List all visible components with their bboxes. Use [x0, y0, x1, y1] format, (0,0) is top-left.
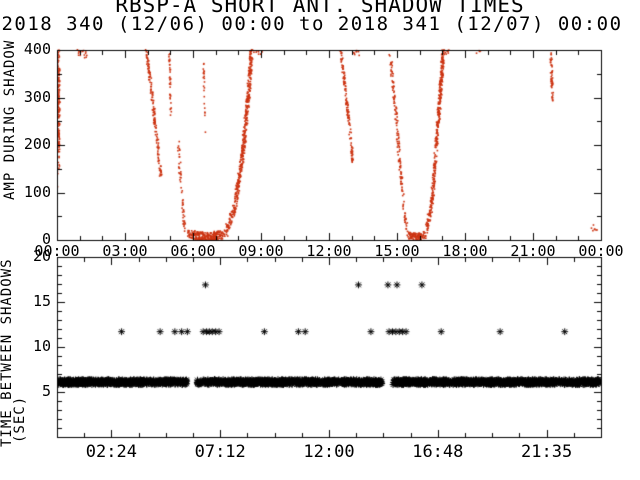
x-tick-label: 00:00 [578, 242, 624, 260]
y-tick-label: 100 [23, 182, 51, 201]
y-tick-label: 400 [23, 40, 51, 58]
top-y-axis-label: AMP DURING SHADOW [2, 39, 18, 200]
y-tick-label: 10 [32, 337, 51, 355]
x-tick-label: 03:00 [102, 242, 148, 260]
y-tick-label: 5 [41, 382, 51, 400]
x-tick-label: 07:12 [194, 442, 246, 462]
x-tick-label: 15:00 [374, 242, 420, 260]
x-tick-label: 06:00 [170, 242, 216, 260]
x-tick-label: 21:00 [510, 242, 556, 260]
x-tick-label: 02:24 [85, 442, 137, 462]
x-tick-label: 12:00 [303, 442, 355, 462]
x-tick-label: 09:00 [238, 242, 284, 260]
bottom-y-axis-units: (SEC) [12, 395, 28, 443]
x-tick-label: 12:00 [306, 242, 352, 260]
y-tick-label: 20 [32, 247, 51, 265]
x-tick-label: 18:00 [442, 242, 488, 260]
x-tick-label: 21:35 [521, 442, 573, 462]
y-tick-label: 15 [32, 292, 51, 310]
chart-subtitle: 2018 340 (12/06) 00:00 to 2018 341 (12/0… [1, 13, 623, 35]
chart-title: RBSP-A SHORT ANT. SHADOW TIMES [115, 0, 525, 17]
y-tick-label: 200 [23, 135, 51, 153]
x-tick-label: 16:48 [412, 442, 464, 462]
y-tick-label: 300 [23, 87, 51, 106]
y-tick-label: 0 [41, 230, 51, 248]
x-tick-label: 00:00 [34, 242, 80, 260]
